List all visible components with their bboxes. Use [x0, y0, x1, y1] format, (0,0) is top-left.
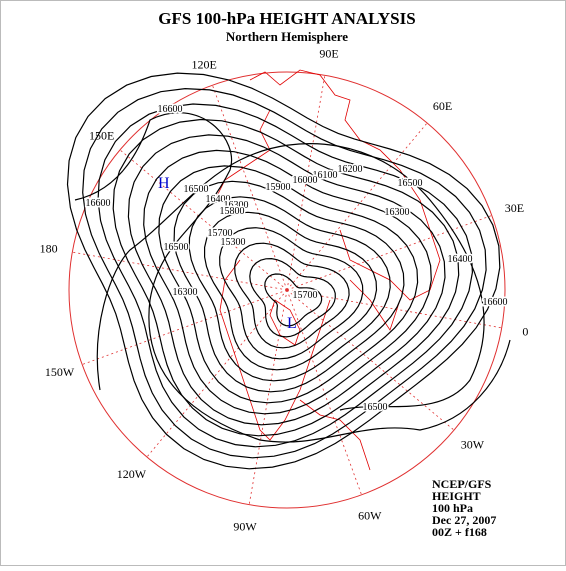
footer-line: NCEP/GFS — [432, 477, 492, 491]
contour-label: 16500 — [398, 178, 423, 189]
title: GFS 100-hPa HEIGHT ANALYSIS — [158, 9, 415, 28]
contour-label: 16100 — [313, 170, 338, 181]
contour — [173, 180, 405, 393]
contours — [66, 72, 511, 470]
contour — [188, 196, 391, 382]
contour-label: 15800 — [220, 206, 245, 217]
meridian — [286, 75, 326, 291]
contour-label: 16500 — [164, 242, 189, 253]
contour-label: 16500 — [184, 184, 209, 195]
contour-label: 16400 — [206, 194, 231, 205]
contour-label: 16300 — [224, 200, 249, 211]
longitude-label: 150E — [89, 129, 114, 143]
contour — [96, 143, 485, 411]
contour — [66, 72, 501, 470]
meridian — [286, 215, 492, 291]
coastlines — [214, 69, 441, 471]
meridian — [286, 289, 362, 495]
longitude-label: 0 — [522, 325, 528, 339]
contour — [82, 87, 487, 459]
contour — [249, 257, 336, 338]
map-boundary — [68, 71, 506, 509]
contour-label: 16500 — [363, 402, 388, 413]
longitude-label: 120E — [192, 57, 217, 71]
contour-label: 15300 — [221, 237, 246, 248]
contour — [219, 227, 364, 360]
contour-label: 15700 — [293, 290, 318, 301]
contour — [234, 242, 350, 349]
longitude-label: 60E — [433, 99, 452, 113]
footer-line: 00Z + f168 — [432, 525, 487, 539]
contour — [158, 165, 419, 404]
subtitle: Northern Hemisphere — [226, 29, 348, 44]
footer-line: HEIGHT — [432, 489, 481, 503]
contour — [97, 103, 474, 448]
footer-line: 100 hPa — [432, 501, 473, 515]
longitude-label: 120W — [117, 467, 147, 481]
longitude-label: 30W — [461, 437, 485, 451]
contour-label: 16300 — [385, 207, 410, 218]
contour-label: 15700 — [208, 228, 233, 239]
contour-label: 16400 — [448, 254, 473, 265]
meridian — [212, 85, 288, 291]
footer: NCEP/GFS HEIGHT 100 hPa Dec 27, 2007 00Z… — [432, 477, 496, 539]
contour-label: 16000 — [293, 175, 318, 186]
contour-label: 16200 — [338, 164, 363, 175]
longitude-label: 30E — [505, 201, 524, 215]
longitude-label: 90E — [319, 47, 338, 61]
meridian — [286, 289, 502, 329]
longitude-label: 150W — [45, 365, 75, 379]
meridian — [119, 149, 288, 291]
contour — [143, 149, 432, 415]
contour — [127, 134, 446, 426]
longitude-label: 90W — [233, 519, 257, 533]
contour — [74, 112, 511, 443]
meridian — [82, 289, 288, 365]
contour-label: 16600 — [483, 297, 508, 308]
longitude-label: 180 — [40, 241, 58, 255]
high-center: H — [158, 175, 170, 192]
contour-label: 16300 — [173, 287, 198, 298]
contour — [204, 211, 378, 371]
contour — [112, 118, 460, 437]
footer-line: Dec 27, 2007 — [432, 513, 496, 527]
meridian — [286, 289, 455, 431]
low-center: L — [287, 315, 297, 332]
contour-label: 16600 — [86, 198, 111, 209]
contour — [264, 273, 323, 327]
meridian — [286, 122, 428, 291]
longitude-label: 60W — [358, 509, 382, 523]
contour-label: 16600 — [158, 104, 183, 115]
contour-label: 15900 — [266, 182, 291, 193]
meridian — [146, 289, 288, 458]
